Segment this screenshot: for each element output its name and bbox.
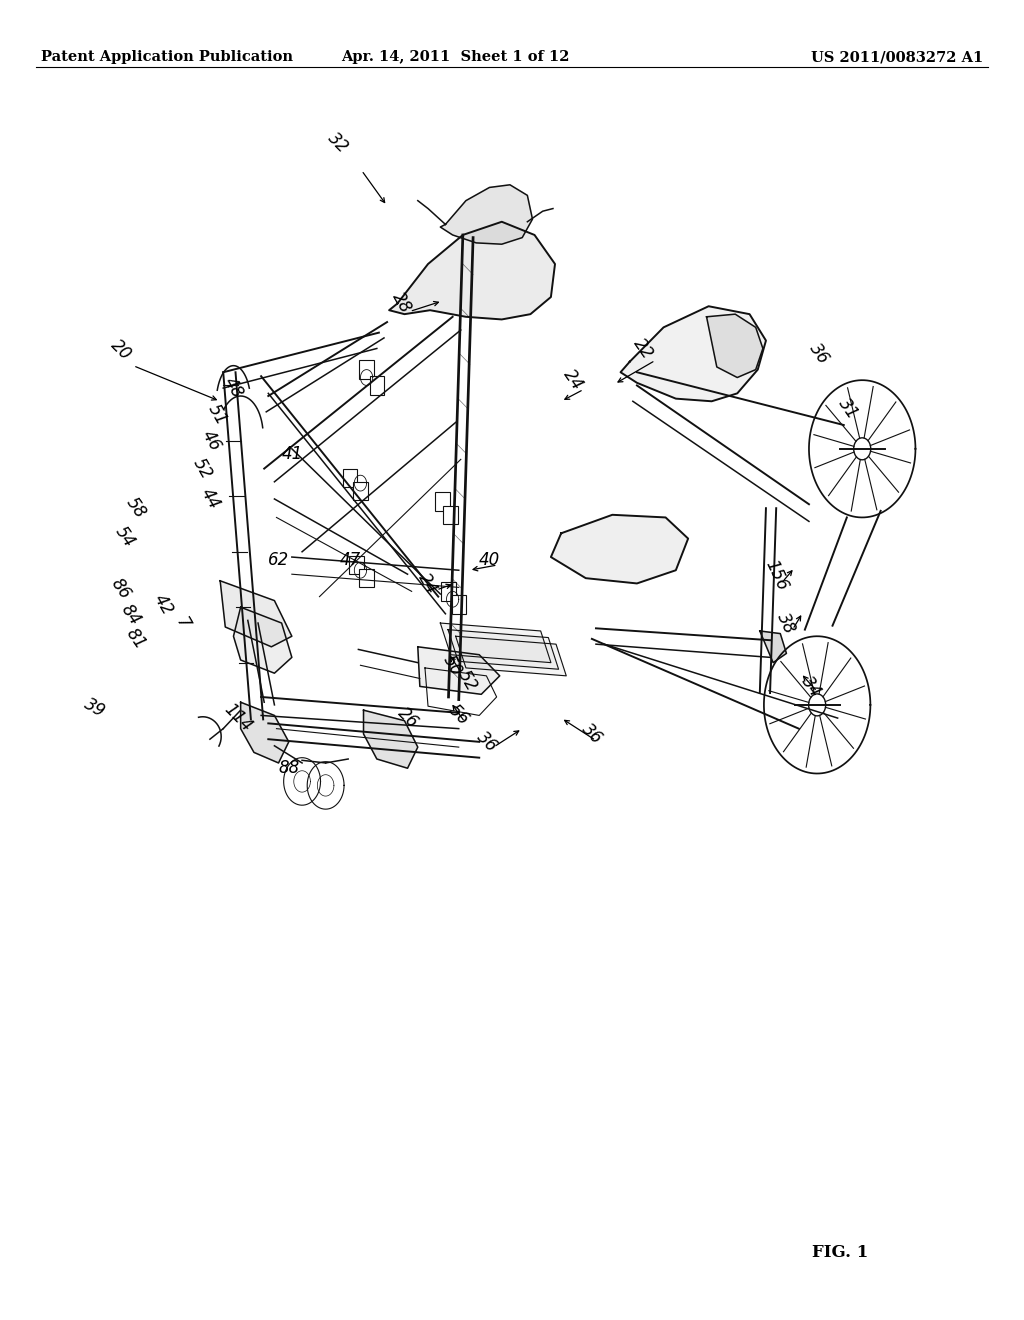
Text: FIG. 1: FIG. 1: [812, 1243, 867, 1261]
Text: 56: 56: [444, 701, 473, 730]
Text: 28: 28: [388, 289, 415, 315]
Polygon shape: [621, 306, 766, 401]
Text: 24: 24: [560, 366, 587, 395]
Bar: [359, 360, 374, 379]
Polygon shape: [551, 515, 688, 583]
Text: 34: 34: [798, 672, 824, 701]
Text: 81: 81: [122, 624, 148, 653]
Text: 84: 84: [118, 601, 144, 630]
Text: 40: 40: [479, 550, 500, 569]
Text: 52: 52: [454, 668, 480, 694]
Text: US 2011/0083272 A1: US 2011/0083272 A1: [811, 50, 983, 65]
Text: 51: 51: [204, 401, 230, 428]
Text: 36: 36: [578, 719, 606, 748]
Text: 47: 47: [340, 550, 360, 569]
Text: Patent Application Publication: Patent Application Publication: [41, 50, 293, 65]
Polygon shape: [364, 710, 418, 768]
Text: 26: 26: [393, 704, 422, 733]
Polygon shape: [241, 702, 289, 763]
Text: 44: 44: [197, 486, 223, 512]
Bar: [359, 569, 374, 587]
Text: 36: 36: [473, 727, 502, 756]
Text: 41: 41: [282, 445, 302, 463]
Text: 88: 88: [279, 759, 299, 777]
Text: 156: 156: [761, 557, 792, 594]
Text: 7: 7: [172, 614, 193, 632]
Bar: [452, 595, 466, 614]
Polygon shape: [440, 185, 532, 244]
Polygon shape: [418, 647, 500, 694]
Text: 86: 86: [108, 574, 134, 603]
Text: 50: 50: [439, 652, 466, 678]
Text: 62: 62: [268, 550, 289, 569]
Text: 38: 38: [774, 610, 799, 636]
Text: 52: 52: [189, 455, 216, 482]
Bar: [435, 492, 450, 511]
Polygon shape: [233, 607, 292, 673]
Text: 24: 24: [415, 570, 441, 597]
Text: 22: 22: [630, 334, 656, 363]
Bar: [343, 469, 357, 487]
Text: 58: 58: [123, 494, 150, 523]
Polygon shape: [760, 631, 786, 663]
Polygon shape: [220, 581, 292, 647]
Polygon shape: [389, 222, 555, 319]
Text: 114: 114: [220, 701, 255, 735]
Polygon shape: [440, 623, 551, 663]
Polygon shape: [449, 630, 559, 669]
Text: 32: 32: [324, 128, 352, 157]
Text: 39: 39: [81, 694, 108, 721]
Bar: [370, 376, 384, 395]
Text: 20: 20: [106, 335, 135, 364]
Text: Apr. 14, 2011  Sheet 1 of 12: Apr. 14, 2011 Sheet 1 of 12: [341, 50, 570, 65]
Bar: [349, 556, 364, 574]
Text: 46: 46: [198, 428, 224, 454]
Polygon shape: [456, 636, 566, 676]
Bar: [441, 582, 456, 601]
Polygon shape: [707, 314, 763, 378]
Bar: [353, 482, 368, 500]
Text: 31: 31: [835, 395, 861, 424]
Text: 54: 54: [112, 523, 138, 552]
Text: 48: 48: [220, 375, 247, 401]
Text: 42: 42: [151, 591, 177, 618]
Bar: [443, 506, 458, 524]
Text: 36: 36: [806, 339, 833, 368]
